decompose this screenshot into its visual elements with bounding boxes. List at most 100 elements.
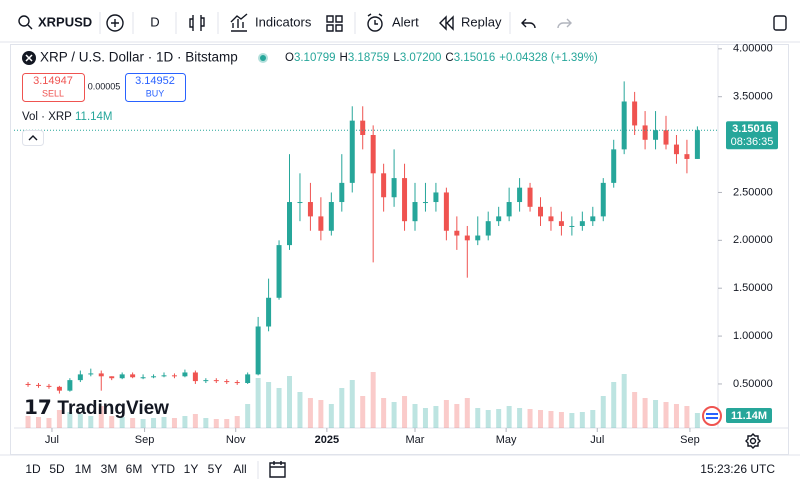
alert-icon[interactable]	[367, 16, 383, 32]
time-label: Jul	[590, 434, 604, 446]
candle-body	[527, 187, 533, 207]
range-button[interactable]: YTD	[151, 462, 175, 476]
candle-body	[318, 216, 324, 231]
range-button[interactable]: 1Y	[184, 462, 199, 476]
candle-body	[287, 202, 293, 246]
volume-bar	[224, 419, 230, 428]
add-symbol-icon[interactable]	[106, 14, 124, 32]
volume-bar	[151, 418, 157, 428]
candle-body	[370, 135, 376, 174]
volume-bar	[203, 418, 209, 428]
candle-body	[381, 173, 387, 198]
price-label: 3.50000	[733, 91, 773, 103]
candle-body	[77, 374, 83, 381]
chart-type-icon[interactable]	[189, 15, 205, 31]
candle-body	[590, 216, 596, 222]
price-label: 0.50000	[733, 378, 773, 390]
volume-bar	[402, 396, 408, 428]
candle-body	[694, 130, 700, 159]
volume-title: Vol · XRP	[22, 111, 72, 123]
layouts-icon[interactable]	[326, 15, 343, 32]
sell-button[interactable]	[22, 73, 85, 102]
candle-body	[36, 384, 42, 386]
collapse-icon	[28, 135, 38, 141]
panel-icon[interactable]	[773, 15, 787, 31]
candle-body	[621, 101, 627, 150]
candle-body	[642, 125, 648, 140]
collapse-button[interactable]	[22, 130, 44, 146]
flag-icon[interactable]	[702, 406, 722, 426]
volume-bar	[328, 404, 334, 428]
candle-body	[475, 235, 481, 241]
candle-body	[538, 206, 544, 217]
candle-body	[391, 178, 397, 198]
volume-bar	[56, 410, 62, 428]
candle-body	[109, 376, 115, 379]
range-button[interactable]: All	[233, 462, 246, 476]
range-button[interactable]: 5Y	[208, 462, 223, 476]
search-icon[interactable]	[18, 15, 30, 27]
price-label: 1.50000	[733, 282, 773, 294]
volume-bar	[245, 404, 251, 428]
range-button[interactable]: 6M	[126, 462, 143, 476]
range-button[interactable]: 1D	[25, 462, 41, 476]
candle-body	[307, 202, 313, 217]
volume-bar	[632, 392, 638, 428]
volume-bar	[171, 418, 177, 428]
candle-body	[192, 372, 198, 382]
price-label: 2.00000	[733, 234, 773, 246]
indicators-button[interactable]: Indicators	[255, 14, 312, 29]
volume-bar	[266, 382, 272, 428]
volume-bar	[161, 417, 167, 428]
search-icon-handle	[27, 24, 33, 30]
range-button[interactable]: 1M	[75, 462, 92, 476]
replay-button[interactable]: Replay	[461, 14, 502, 29]
date-range-icon[interactable]	[269, 461, 286, 478]
candle-body	[684, 154, 690, 159]
symbol[interactable]: XRPUSD	[38, 14, 92, 29]
candle-body	[151, 376, 157, 378]
range-button[interactable]: 5D	[49, 462, 65, 476]
volume-bar	[412, 404, 418, 428]
price-label: 1.00000	[733, 330, 773, 342]
candle-body	[600, 182, 606, 217]
volume-bar	[673, 404, 679, 428]
volume-bar	[391, 402, 397, 428]
candle-body	[46, 385, 52, 387]
plot-area	[14, 48, 722, 432]
open-label: O	[285, 52, 294, 64]
buy-label: BUY	[146, 88, 165, 98]
time-label: Mar	[406, 434, 425, 446]
spread: 0.00005	[88, 81, 121, 91]
clock: 15:23:26 UTC	[700, 462, 775, 476]
replay-icon[interactable]	[439, 15, 454, 31]
indicators-icon[interactable]	[230, 13, 248, 32]
buy-button[interactable]	[125, 73, 186, 102]
time-label: Nov	[226, 434, 246, 446]
volume-bar	[370, 372, 376, 428]
change: +0.04328 (+1.39%)	[499, 52, 598, 64]
range-button[interactable]: 3M	[101, 462, 118, 476]
volume-bar	[36, 417, 42, 428]
volume-bar	[496, 409, 502, 428]
symbol-logo-mark	[25, 54, 33, 62]
interval[interactable]: D	[150, 14, 159, 29]
candle-body	[67, 380, 73, 391]
redo-icon[interactable]	[557, 18, 572, 29]
settings-icon[interactable]	[745, 433, 761, 449]
candle-body	[234, 382, 240, 384]
volume-bar	[297, 392, 303, 428]
time-label: Jul	[45, 434, 59, 446]
candle-body	[182, 372, 188, 377]
volume-bar	[454, 404, 460, 428]
volume-bar	[684, 406, 690, 428]
alert-button[interactable]: Alert	[392, 14, 419, 29]
time-label: 2025	[315, 434, 339, 446]
candle-body	[517, 187, 523, 203]
candle-body	[548, 216, 554, 222]
undo-icon[interactable]	[521, 18, 536, 29]
time-label: May	[496, 434, 517, 446]
volume-bar	[109, 416, 115, 428]
volume-bar	[538, 410, 544, 428]
